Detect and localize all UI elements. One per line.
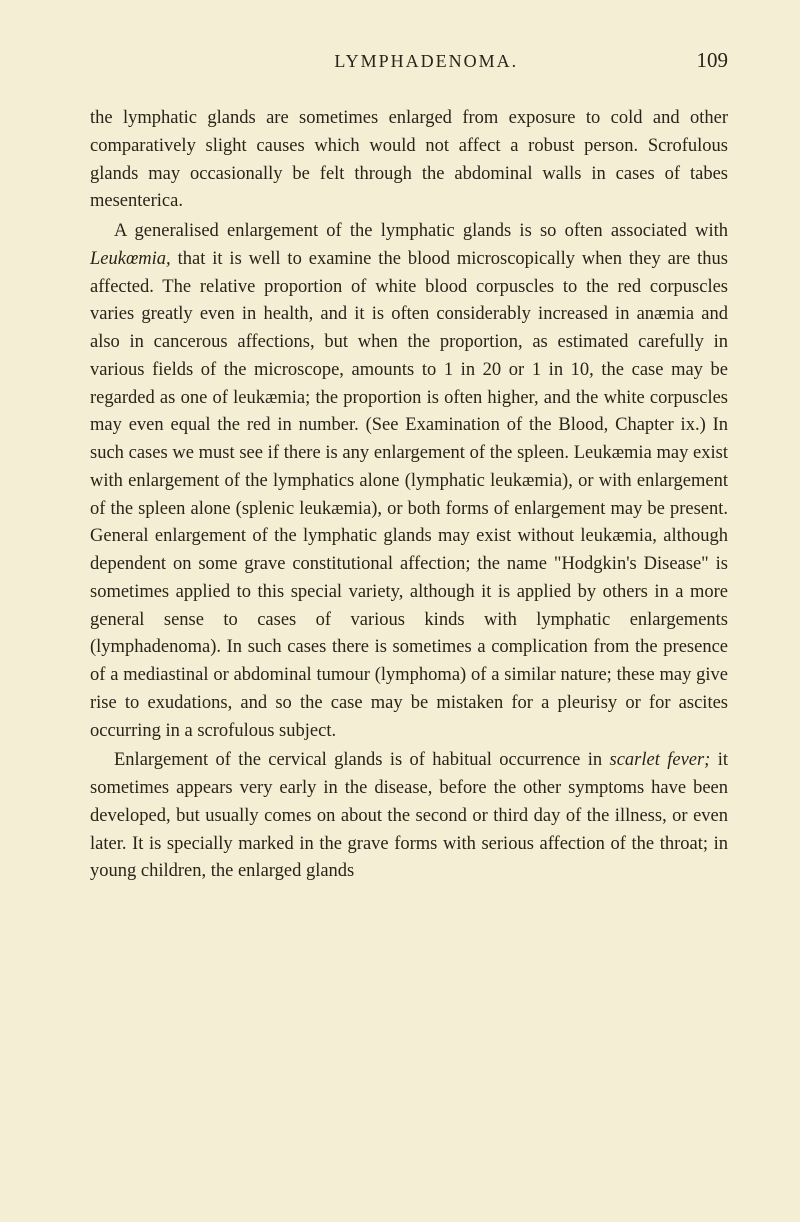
paragraph-3-part1: Enlargement of the cervical glands is of… [114,750,610,770]
paragraph-1: the lymphatic glands are sometimes enlar… [90,105,728,216]
paragraph-2: A generalised enlargement of the lymphat… [90,218,728,745]
body-text: the lymphatic glands are sometimes enlar… [90,105,728,886]
paragraph-3-italic1: scarlet fever; [610,750,711,770]
paragraph-2-part1: A generalised enlargement of the lymphat… [114,221,728,241]
paragraph-2-part2: that it is well to examine the blood mic… [90,249,728,741]
paragraph-3: Enlargement of the cervical glands is of… [90,747,728,886]
paragraph-1-text: the lymphatic glands are sometimes enlar… [90,108,728,211]
page-number: 109 [697,48,729,73]
page-header: LYMPHADENOMA. 109 [90,48,728,73]
header-title: LYMPHADENOMA. [156,51,697,72]
paragraph-2-italic1: Leukœmia, [90,249,171,269]
